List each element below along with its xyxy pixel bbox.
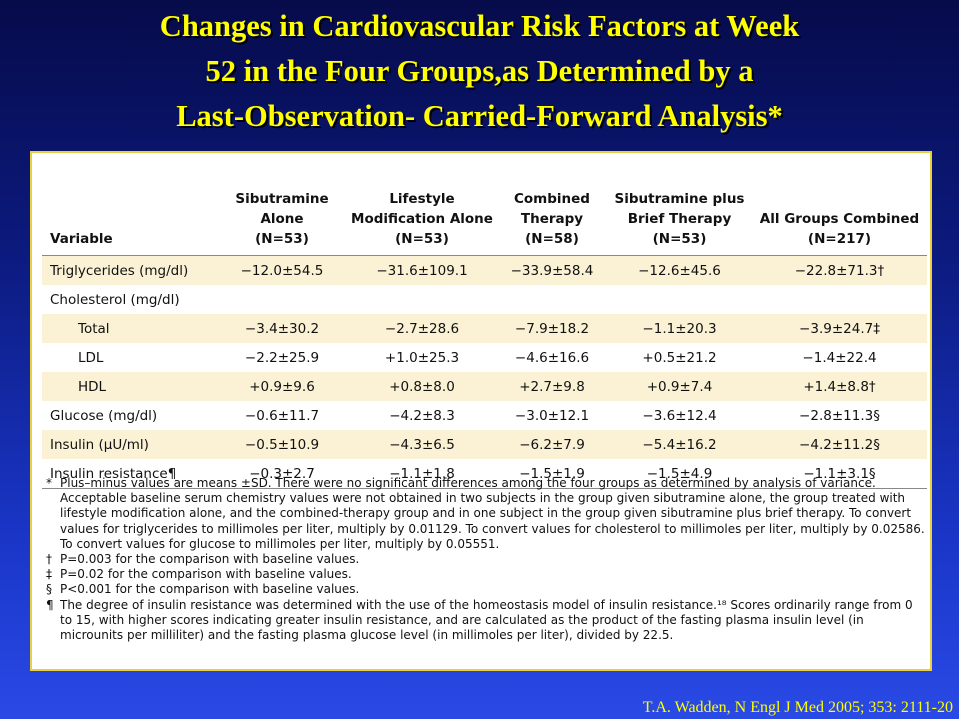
cell: −2.2±25.9: [244, 349, 320, 366]
table-row: Triglycerides (mg/dl) −12.0±54.5 −31.6±1…: [42, 255, 927, 285]
header-variable: Variable: [42, 165, 217, 256]
header-sibutramine-plus-brief: Sibutramine plus Brief Therapy (N=53): [607, 165, 752, 256]
cell: +2.7±9.8: [497, 372, 607, 401]
row-label: Total: [42, 314, 217, 343]
cell: −5.4±16.2: [607, 430, 752, 459]
cell: −6.2±7.9: [497, 430, 607, 459]
cell: +0.8±8.0: [347, 372, 497, 401]
table-row: Glucose (mg/dl) −0.6±11.7 −4.2±8.3 −3.0±…: [42, 401, 927, 430]
cell: [217, 285, 347, 314]
cell: −1.5±1.9: [497, 459, 607, 489]
risk-factor-table: Variable Sibutramine Alone (N=53) Lifestyl…: [42, 165, 927, 489]
cell: −4.2±11.2§: [752, 430, 927, 459]
cell: −0.6±11.7: [244, 407, 320, 424]
footnote: ‡ P=0.02 for the comparison with baselin…: [44, 567, 926, 582]
footnote-text: P<0.001 for the comparison with baseline…: [60, 582, 360, 597]
cell: −1.1±1.8: [347, 459, 497, 489]
table-header-row: Variable Sibutramine Alone (N=53) Lifestyl…: [42, 165, 927, 256]
table-row: Insulin resistance¶ −0.3±2.7 −1.1±1.8 −1…: [42, 459, 927, 489]
cell: −12.0±54.5: [217, 255, 347, 285]
table-footnotes: * Plus–minus values are means ±SD. There…: [44, 476, 926, 643]
row-label: Cholesterol (mg/dl): [50, 291, 180, 308]
cell: −3.9±24.7‡: [752, 314, 927, 343]
cell: −3.0±12.1: [514, 407, 590, 424]
footnote: § P<0.001 for the comparison with baseli…: [44, 582, 926, 597]
cell: −2.7±28.6: [347, 314, 497, 343]
footnote-mark: †: [46, 552, 52, 567]
footnote: * Plus–minus values are means ±SD. There…: [44, 476, 926, 552]
cell: −22.8±71.3†: [752, 255, 927, 285]
cell: +0.9±7.4: [607, 372, 752, 401]
cell: +0.9±9.6: [217, 372, 347, 401]
title-line-2: 52 in the Four Groups,as Determined by a: [205, 54, 754, 88]
header-all-groups: All Groups Combined (N=217): [752, 165, 927, 256]
cell: −2.8±11.3§: [799, 407, 880, 424]
cell: −3.6±12.4: [642, 407, 717, 424]
cell: [752, 285, 927, 314]
header-sibutramine-alone: Sibutramine Alone (N=53): [217, 165, 347, 256]
footnote-text: The degree of insulin resistance was det…: [60, 597, 913, 643]
citation: T.A. Wadden, N Engl J Med 2005; 353: 211…: [642, 699, 953, 716]
cell: −1.5±4.9: [607, 459, 752, 489]
table-row: Cholesterol (mg/dl): [42, 285, 927, 314]
footnote-mark: ¶: [46, 597, 54, 612]
cell: −0.5±10.9: [217, 430, 347, 459]
row-label: HDL: [42, 372, 217, 401]
cell: −1.1±20.3: [607, 314, 752, 343]
cell: −12.6±45.6: [607, 255, 752, 285]
cell: +1.0±25.3: [384, 349, 460, 366]
footnote-text: P=0.02 for the comparison with baseline …: [60, 567, 352, 582]
footnote-mark: *: [46, 476, 52, 490]
cell: [607, 285, 752, 314]
footnote-text: Plus–minus values are means ±SD. There w…: [60, 476, 925, 551]
cell: −3.4±30.2: [217, 314, 347, 343]
cell: [347, 285, 497, 314]
row-label: Insulin (μU/ml): [42, 430, 217, 459]
footnote: † P=0.003 for the comparison with baseli…: [44, 552, 926, 567]
title-line-1: Changes in Cardiovascular Risk Factors a…: [159, 9, 800, 43]
slide-title: Changes in Cardiovascular Risk Factors a…: [0, 4, 959, 139]
title-line-3: Last-Observation- Carried-Forward Analys…: [176, 99, 783, 133]
table-row: Insulin (μU/ml) −0.5±10.9 −4.3±6.5 −6.2±…: [42, 430, 927, 459]
cell: −4.6±16.6: [514, 349, 590, 366]
row-label: Glucose (mg/dl): [50, 407, 158, 424]
cell: −4.2±8.3: [389, 407, 455, 424]
row-label: LDL: [78, 349, 104, 366]
row-label: Triglycerides (mg/dl): [42, 255, 217, 285]
footnote-mark: ‡: [46, 567, 52, 582]
footnote-text: P=0.003 for the comparison with baseline…: [60, 552, 360, 567]
header-lifestyle-modification: Lifestyle Modification Alone (N=53): [347, 165, 497, 256]
footnote-mark: §: [46, 582, 52, 597]
cell: −31.6±109.1: [347, 255, 497, 285]
cell: −7.9±18.2: [497, 314, 607, 343]
cell: −4.3±6.5: [347, 430, 497, 459]
table-row: LDL −2.2±25.9 +1.0±25.3 −4.6±16.6 +0.5±2…: [42, 343, 927, 372]
cell: +0.5±21.2: [642, 349, 717, 366]
cell: −0.3±2.7: [217, 459, 347, 489]
cell: −33.9±58.4: [497, 255, 607, 285]
cell: −1.1±3.1§: [752, 459, 927, 489]
header-combined-therapy: Combined Therapy (N=58): [497, 165, 607, 256]
cell: +1.4±8.8†: [752, 372, 927, 401]
footnote: ¶ The degree of insulin resistance was d…: [44, 598, 926, 644]
cell: [497, 285, 607, 314]
table-row: HDL +0.9±9.6 +0.8±8.0 +2.7±9.8 +0.9±7.4 …: [42, 372, 927, 401]
cell: −1.4±22.4: [802, 349, 877, 366]
row-label: Insulin resistance¶: [42, 459, 217, 489]
table-row: Total −3.4±30.2 −2.7±28.6 −7.9±18.2 −1.1…: [42, 314, 927, 343]
table-panel: Variable Sibutramine Alone (N=53) Lifestyl…: [30, 151, 932, 671]
